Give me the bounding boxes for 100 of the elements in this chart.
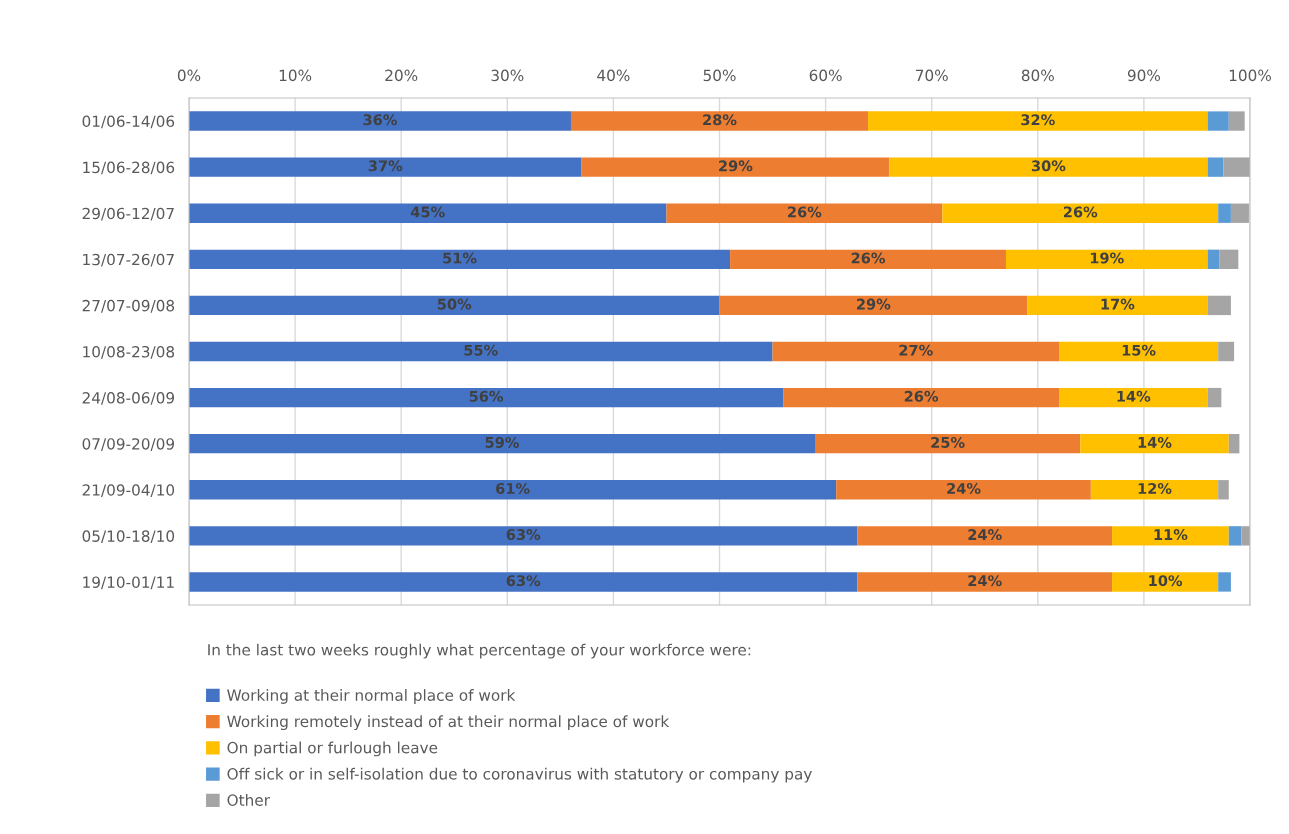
- data-label: 14%: [1138, 436, 1172, 448]
- bar: [189, 572, 858, 592]
- data-label: 12%: [1138, 482, 1172, 494]
- bar: [581, 157, 890, 177]
- data-label: 59%: [485, 436, 519, 448]
- bar: [857, 526, 1113, 546]
- y-tick-label: 27/07-09/08: [82, 299, 175, 313]
- y-tick-label: 01/06-14/06: [82, 115, 175, 129]
- bar: [1218, 572, 1231, 592]
- x-tick-label: 0%: [177, 69, 201, 82]
- x-tick-label: 100%: [1229, 69, 1271, 82]
- data-label: 29%: [719, 160, 753, 172]
- bar: [1059, 387, 1208, 408]
- x-tick-label: 60%: [809, 69, 842, 82]
- bar: [730, 249, 1006, 269]
- bar: [857, 572, 1113, 592]
- data-label: 24%: [947, 482, 981, 494]
- y-tick-label: 10/08-23/08: [83, 345, 175, 359]
- bar: [1228, 111, 1245, 131]
- bar: [1090, 480, 1219, 500]
- data-label: 19%: [1090, 252, 1124, 264]
- data-label: 55%: [464, 344, 498, 356]
- x-tick-label: 40%: [597, 69, 630, 82]
- data-label: 10%: [1149, 575, 1183, 587]
- data-label: 30%: [1031, 160, 1066, 172]
- bar: [1218, 341, 1235, 362]
- bar: [1223, 157, 1250, 177]
- bar: [1218, 203, 1231, 223]
- bar: [814, 434, 1081, 454]
- bar: [1219, 249, 1239, 269]
- bar: [189, 157, 582, 177]
- y-tick-label: 29/06-12/07: [82, 207, 174, 221]
- bar: [570, 111, 869, 131]
- bar: [772, 341, 1060, 362]
- y-tick-label: 15/06-28/06: [83, 161, 175, 175]
- y-tick-label: 05/10-18/10: [82, 530, 175, 544]
- bar: [1207, 157, 1224, 177]
- bar: [1207, 111, 1229, 131]
- y-tick-label: 13/07-26/07: [83, 253, 174, 267]
- bar: [1027, 295, 1208, 316]
- bar: [836, 480, 1091, 500]
- x-tick-label: 90%: [1127, 69, 1161, 82]
- bar: [189, 249, 731, 269]
- legend-title: In the last two weeks roughly what percentage of your workforce were:: [208, 643, 751, 659]
- bar: [868, 111, 1208, 131]
- bar: [1059, 341, 1219, 362]
- legend-label: On partial or furlough leave: [227, 741, 438, 757]
- data-label: 26%: [1063, 206, 1098, 218]
- bar: [1228, 434, 1240, 454]
- bar: [1207, 249, 1220, 269]
- bar: [189, 341, 773, 362]
- y-tick-label: 24/08-06/09: [82, 392, 175, 405]
- bar: [1218, 480, 1229, 500]
- bar: [942, 203, 1219, 223]
- data-label: 28%: [703, 114, 737, 126]
- data-label: 50%: [437, 298, 472, 310]
- bar: [189, 203, 667, 223]
- bar: [1112, 526, 1229, 546]
- data-label: 36%: [363, 114, 397, 126]
- data-label: 14%: [1117, 390, 1151, 402]
- data-label: 61%: [496, 482, 530, 494]
- bar: [1207, 387, 1222, 408]
- x-tick-label: 20%: [385, 69, 418, 82]
- y-tick-label: 21/09-04/10: [82, 484, 175, 497]
- x-tick-label: 50%: [703, 69, 736, 82]
- data-label: 24%: [968, 529, 1002, 541]
- legend-label: Other: [227, 794, 270, 806]
- bar: [189, 111, 571, 131]
- data-label: 26%: [851, 252, 886, 264]
- bar: [189, 387, 784, 408]
- data-label: 26%: [788, 206, 822, 218]
- bar: [189, 295, 720, 316]
- bar: [1228, 526, 1242, 546]
- bar: [1080, 434, 1229, 454]
- data-label: 24%: [968, 575, 1002, 587]
- bar: [1005, 249, 1208, 269]
- bar: [189, 434, 815, 454]
- data-label: 17%: [1101, 298, 1135, 310]
- bar: [1112, 572, 1219, 592]
- x-tick-label: 80%: [1021, 69, 1054, 82]
- data-label: 27%: [899, 344, 933, 356]
- data-label: 45%: [410, 206, 445, 218]
- x-tick-label: 10%: [279, 69, 312, 82]
- bar: [189, 526, 858, 546]
- bar: [889, 157, 1208, 177]
- data-label: 37%: [368, 160, 403, 172]
- data-label: 63%: [506, 529, 541, 541]
- y-tick-label: 07/09-20/09: [82, 438, 175, 451]
- data-label: 25%: [931, 436, 965, 448]
- data-label: 26%: [904, 390, 939, 402]
- data-label: 29%: [857, 298, 891, 310]
- bar: [189, 480, 837, 500]
- data-label: 11%: [1154, 529, 1188, 541]
- bar: [719, 295, 1028, 316]
- bar: [783, 387, 1060, 408]
- data-label: 63%: [506, 575, 541, 587]
- legend-label: Working at their normal place of work: [227, 689, 516, 704]
- x-tick-label: 30%: [491, 69, 524, 82]
- x-tick-label: 70%: [915, 69, 948, 82]
- bar: [1230, 203, 1249, 223]
